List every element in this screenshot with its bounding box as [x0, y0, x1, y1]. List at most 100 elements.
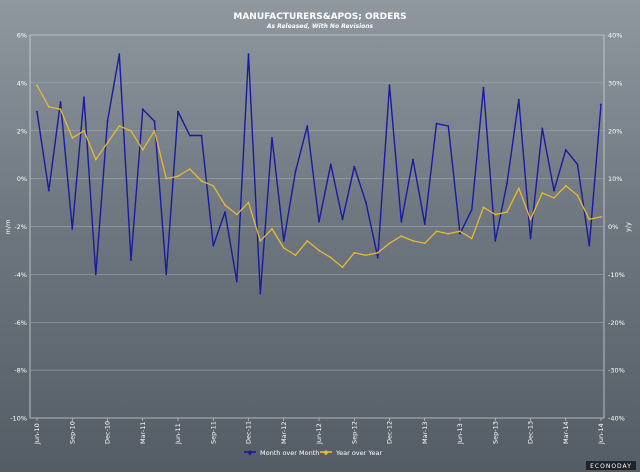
data-point-mom [71, 227, 74, 230]
data-point-mom [482, 86, 485, 89]
data-point-yoy [130, 129, 132, 132]
y-left-tick-label: -10% [10, 415, 27, 423]
data-point-yoy [294, 254, 297, 257]
chart-title: MANUFACTURERS&APOS; ORDERS [233, 12, 406, 22]
data-point-yoy [435, 230, 438, 233]
x-tick-label: Jun-12 [315, 423, 323, 445]
data-point-yoy [447, 232, 450, 235]
data-point-mom [177, 110, 179, 113]
data-point-yoy [247, 201, 250, 204]
x-tick-label: Dec-13 [527, 421, 535, 444]
data-point-yoy [541, 192, 544, 194]
chart-subtitle: As Released, With No Revisions [266, 23, 374, 30]
data-point-yoy [353, 251, 356, 254]
data-point-mom [282, 239, 285, 242]
data-point-mom [318, 220, 320, 223]
data-point-mom [365, 201, 367, 204]
data-point-mom [517, 98, 520, 101]
data-point-yoy [165, 177, 168, 180]
data-point-yoy [141, 149, 144, 151]
legend-marker-yoy: ◆ [323, 449, 329, 457]
data-point-mom [94, 273, 97, 276]
data-point-yoy [576, 194, 579, 197]
y-axis-left-label: m/m [4, 220, 12, 235]
grid-lines [30, 34, 604, 419]
data-point-mom [259, 292, 262, 295]
data-point-yoy [400, 235, 403, 237]
data-point-mom [271, 137, 273, 139]
series-line-mom [36, 53, 602, 295]
y-left-tick-label: 4% [17, 79, 27, 87]
data-point-mom [541, 127, 544, 130]
data-point-mom [576, 163, 579, 166]
y-left-tick-label: 0% [17, 175, 27, 183]
data-point-mom [553, 189, 555, 192]
data-point-mom [106, 120, 109, 123]
data-point-yoy [553, 196, 555, 199]
data-point-mom [36, 110, 38, 113]
data-point-mom [141, 108, 144, 111]
y-left-tick-label: 2% [17, 127, 27, 135]
data-point-yoy [188, 168, 191, 170]
data-point-yoy [177, 175, 179, 178]
data-point-mom [47, 189, 50, 192]
legend-marker-mom: ◆ [247, 449, 253, 457]
data-point-mom [470, 208, 473, 211]
data-point-yoy [59, 108, 62, 111]
data-point-yoy [224, 204, 226, 206]
x-tick-label: Dec-10 [104, 421, 112, 444]
data-point-mom [435, 122, 438, 125]
data-point-yoy [212, 184, 215, 187]
y-left-tick-label: -6% [14, 319, 27, 327]
legend-item-mom: ◆ Month over Month [244, 449, 319, 457]
x-tick-label: Dec-11 [245, 421, 253, 444]
y-left-tick-label: -4% [14, 271, 27, 279]
data-point-mom [447, 125, 450, 127]
data-point-yoy [341, 266, 344, 269]
data-point-mom [130, 259, 132, 261]
x-tick-label: Sep-11 [209, 421, 217, 444]
data-point-mom [83, 96, 85, 99]
data-point-yoy [71, 137, 74, 139]
data-point-yoy [459, 230, 461, 233]
data-point-yoy [564, 184, 567, 187]
data-point-mom [341, 218, 344, 221]
y-right-tick-label: 40% [608, 32, 622, 40]
data-point-mom [388, 84, 391, 87]
data-point-mom [165, 273, 168, 276]
y-right-tick-label: -10% [608, 271, 625, 279]
legend-item-yoy: ◆ Year over Year [320, 449, 382, 457]
data-point-yoy [94, 158, 97, 161]
data-point-mom [588, 244, 591, 247]
data-point-yoy [153, 129, 156, 132]
data-point-yoy [412, 239, 414, 242]
y-left-tick-label: -2% [14, 223, 27, 231]
data-point-yoy [118, 125, 121, 127]
data-point-mom [529, 237, 532, 240]
data-point-mom [212, 244, 215, 247]
x-tick-label: Mar-14 [562, 422, 570, 444]
data-point-mom [564, 149, 567, 151]
data-point-yoy [259, 239, 262, 242]
data-point-yoy [517, 187, 520, 190]
data-point-yoy [365, 254, 367, 257]
x-tick-label: Mar-11 [139, 422, 147, 444]
x-tick-label: Sep-13 [491, 421, 499, 444]
brand-logo: ECONODAY [590, 463, 632, 470]
data-point-mom [200, 134, 203, 137]
brand-badge [586, 461, 636, 470]
data-point-mom [235, 280, 238, 283]
y-left-tick-label: 6% [17, 32, 27, 40]
data-point-yoy [235, 213, 238, 216]
data-point-yoy [506, 211, 508, 214]
data-point-mom [294, 170, 297, 173]
y-axis-right-label: y/y [624, 222, 632, 232]
x-tick-label: Sep-10 [68, 421, 76, 444]
y-right-tick-label: 30% [608, 79, 622, 87]
data-point-mom [423, 223, 426, 226]
data-point-yoy [529, 218, 532, 221]
data-point-yoy [318, 249, 320, 252]
data-point-mom [412, 158, 414, 161]
data-point-mom [329, 163, 332, 166]
